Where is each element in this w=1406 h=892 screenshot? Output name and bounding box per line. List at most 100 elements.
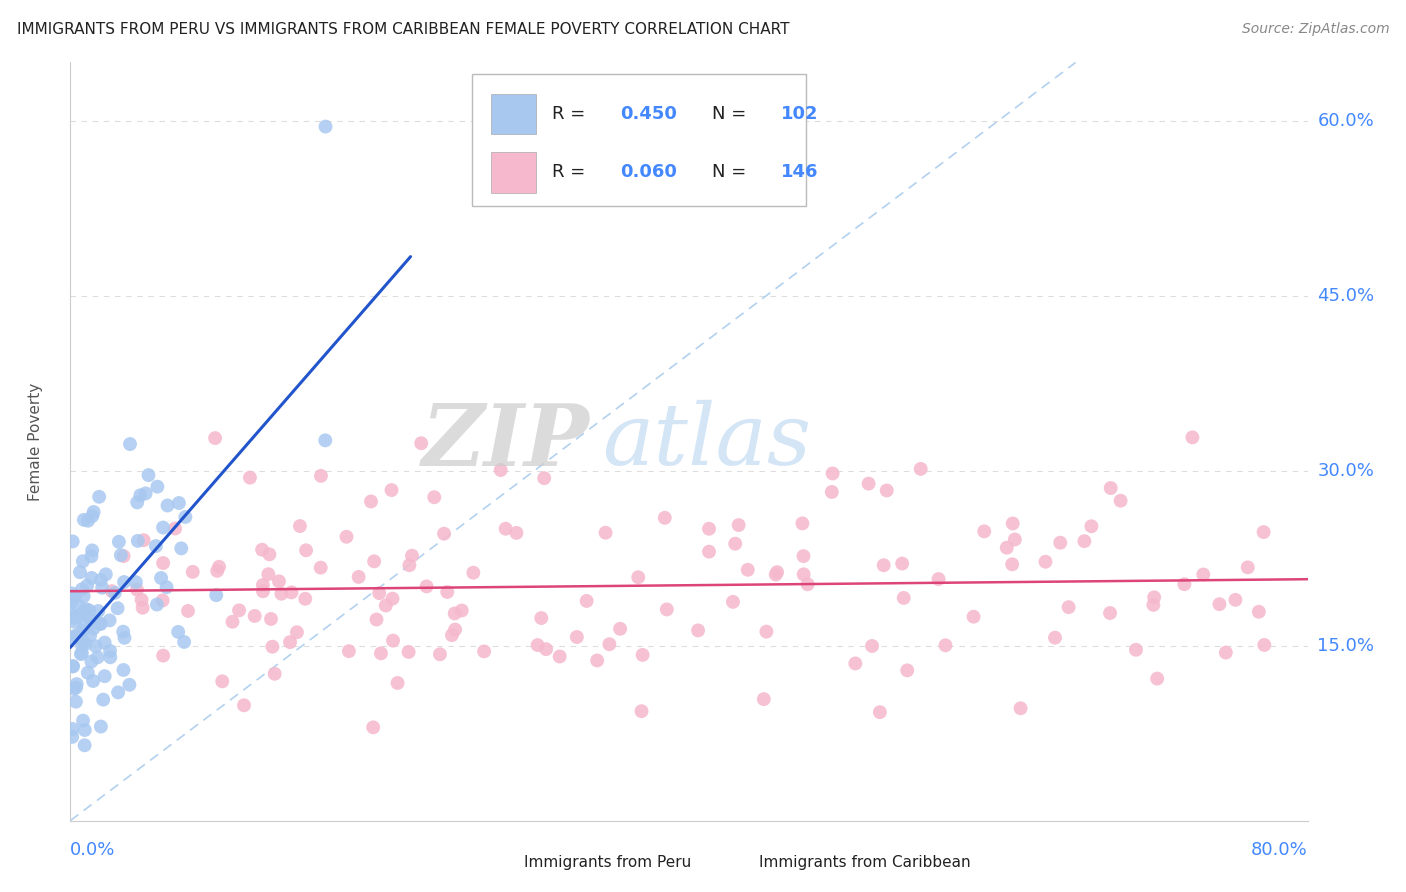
Point: [208, 559, 231, 574]
Point: [86, 650, 108, 665]
Point: [135, 486, 157, 500]
Text: R =: R =: [551, 105, 591, 123]
Point: [398, 645, 420, 659]
Point: [156, 499, 179, 513]
Point: [132, 533, 155, 548]
Point: [380, 483, 402, 497]
Point: [65, 695, 87, 709]
Point: [114, 631, 136, 645]
Point: [87, 604, 110, 618]
Point: [118, 678, 141, 692]
Text: 0.0%: 0.0%: [70, 841, 115, 859]
Text: 60.0%: 60.0%: [1317, 112, 1374, 129]
Point: [737, 563, 759, 577]
Point: [654, 511, 676, 525]
Point: [152, 556, 174, 570]
Point: [260, 612, 283, 626]
Point: [138, 468, 160, 483]
Point: [233, 698, 256, 713]
Point: [167, 496, 190, 510]
Point: [252, 584, 274, 599]
Point: [63, 589, 86, 603]
Point: [77, 514, 100, 528]
FancyBboxPatch shape: [725, 852, 755, 872]
Point: [928, 572, 950, 586]
Point: [107, 685, 129, 699]
Point: [150, 571, 173, 585]
Point: [73, 739, 96, 753]
Point: [294, 591, 316, 606]
Point: [655, 602, 678, 616]
Point: [463, 566, 485, 580]
Text: N =: N =: [713, 105, 752, 123]
Point: [62, 722, 84, 736]
Point: [1004, 533, 1026, 547]
FancyBboxPatch shape: [491, 152, 536, 193]
Point: [278, 635, 301, 649]
Point: [443, 607, 465, 621]
Point: [411, 436, 433, 450]
Point: [548, 649, 571, 664]
Point: [73, 513, 96, 527]
Text: IMMIGRANTS FROM PERU VS IMMIGRANTS FROM CARIBBEAN FEMALE POVERTY CORRELATION CHA: IMMIGRANTS FROM PERU VS IMMIGRANTS FROM …: [17, 22, 789, 37]
Point: [67, 608, 90, 623]
Point: [98, 644, 121, 658]
Point: [1208, 597, 1230, 611]
Point: [361, 720, 384, 734]
Point: [1225, 592, 1247, 607]
Point: [697, 522, 720, 536]
Point: [1253, 524, 1275, 539]
Point: [80, 571, 103, 585]
Point: [860, 639, 883, 653]
Point: [727, 518, 749, 533]
Point: [60, 595, 83, 609]
Point: [76, 578, 98, 592]
Point: [363, 554, 385, 568]
Point: [893, 591, 915, 605]
Point: [934, 638, 956, 652]
Point: [891, 557, 914, 571]
Point: [398, 558, 420, 573]
Point: [177, 604, 200, 618]
Point: [89, 490, 111, 504]
Point: [1125, 642, 1147, 657]
Point: [686, 624, 709, 638]
Point: [131, 600, 153, 615]
Point: [66, 631, 89, 645]
Point: [207, 564, 229, 578]
Point: [1109, 493, 1132, 508]
Point: [66, 677, 89, 691]
Point: [145, 539, 167, 553]
Point: [280, 585, 302, 599]
Point: [75, 602, 97, 616]
Point: [107, 601, 129, 615]
Point: [82, 673, 104, 688]
Point: [1057, 600, 1080, 615]
Point: [1236, 560, 1258, 574]
Point: [1247, 605, 1270, 619]
Point: [83, 622, 105, 636]
Point: [1080, 519, 1102, 533]
Point: [62, 659, 84, 673]
Point: [337, 644, 360, 658]
Point: [72, 554, 94, 568]
Point: [896, 664, 918, 678]
FancyBboxPatch shape: [472, 74, 807, 207]
Point: [112, 624, 135, 639]
Point: [93, 635, 115, 649]
Point: [792, 549, 814, 563]
Point: [440, 628, 463, 642]
Point: [228, 603, 250, 617]
Point: [91, 692, 114, 706]
Text: 45.0%: 45.0%: [1317, 286, 1375, 305]
Point: [766, 565, 789, 579]
Point: [1043, 631, 1066, 645]
Point: [433, 526, 456, 541]
Point: [796, 577, 818, 591]
Point: [262, 640, 284, 654]
Point: [869, 705, 891, 719]
Point: [76, 665, 98, 680]
Text: R =: R =: [551, 163, 591, 181]
Point: [63, 611, 86, 625]
Point: [575, 594, 598, 608]
